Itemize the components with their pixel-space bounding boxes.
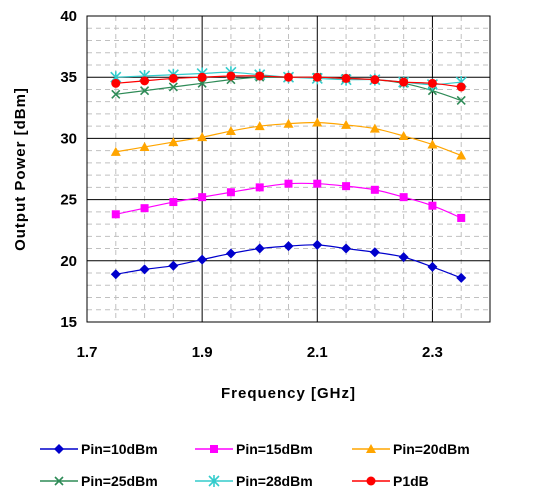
data-point (140, 204, 149, 213)
x-tick-label: 1.9 (192, 344, 213, 361)
data-point (168, 260, 179, 271)
legend-item: P1dB (352, 473, 429, 489)
legend-label: Pin=15dBm (236, 441, 313, 457)
legend-label: Pin=10dBm (81, 441, 158, 457)
data-point (254, 121, 265, 131)
legend-marker (210, 445, 218, 453)
y-axis-label: Output Power [dBm] (12, 87, 29, 251)
y-tick-label: 20 (60, 253, 77, 270)
y-tick-label: 40 (60, 8, 77, 25)
series-Pin=10dBm (110, 239, 467, 283)
data-point (140, 86, 150, 96)
data-point (139, 141, 150, 151)
data-point (226, 71, 236, 81)
x-tick-label: 2.1 (307, 344, 328, 361)
legend-label: Pin=20dBm (393, 441, 470, 457)
data-point (457, 213, 466, 222)
data-point (140, 76, 150, 86)
legend-item: Pin=15dBm (195, 441, 313, 457)
data-point (312, 72, 322, 82)
data-point (427, 261, 438, 272)
data-point (369, 247, 380, 258)
data-point (312, 239, 323, 250)
data-point (342, 182, 351, 191)
data-point (198, 193, 207, 202)
data-point (341, 243, 352, 254)
y-tick-label: 35 (60, 69, 77, 86)
x-tick-label: 1.7 (77, 344, 98, 361)
data-point (255, 71, 265, 81)
data-point (111, 89, 121, 99)
y-tick-label: 25 (60, 192, 77, 209)
legend-item: Pin=25dBm (40, 473, 158, 489)
x-tick-label: 2.3 (422, 344, 443, 361)
data-point (197, 72, 207, 82)
legend-label: P1dB (393, 473, 429, 489)
legend-marker (208, 475, 220, 487)
data-point (313, 179, 322, 188)
data-point (456, 150, 467, 160)
data-series (110, 66, 467, 283)
data-point (399, 193, 408, 202)
data-point (255, 183, 264, 192)
data-point (225, 126, 236, 136)
legend-marker (54, 444, 64, 454)
data-point (168, 73, 178, 83)
plot-frame (86, 15, 491, 323)
data-point (399, 77, 409, 87)
data-point (283, 241, 294, 252)
data-point (226, 188, 235, 197)
data-point (370, 185, 379, 194)
y-tick-label: 30 (60, 130, 77, 147)
data-point (283, 118, 294, 128)
data-point (110, 269, 121, 280)
legend-item: Pin=20dBm (352, 441, 470, 457)
data-point (225, 248, 236, 259)
legend-marker (366, 444, 376, 453)
data-point (254, 243, 265, 254)
data-point (169, 198, 178, 207)
data-point (427, 139, 438, 149)
legend: Pin=10dBm Pin=15dBm Pin=20dBm Pin=25dBm Pin=… (40, 441, 470, 489)
data-point (168, 82, 178, 92)
series-Pin=15dBm (111, 179, 466, 222)
legend-item: Pin=28dBm (195, 473, 313, 489)
data-point (427, 78, 437, 88)
data-point (341, 119, 352, 129)
legend-marker (54, 476, 64, 486)
data-point (428, 201, 437, 210)
data-point (110, 146, 121, 156)
series-Pin=20dBm (110, 117, 467, 160)
data-point (456, 82, 466, 92)
y-tick-label: 15 (60, 314, 77, 331)
series-P1dB (111, 71, 466, 92)
legend-label: Pin=28dBm (236, 473, 313, 489)
data-point (398, 130, 409, 140)
grid-lines (87, 16, 490, 322)
data-point (284, 179, 293, 188)
data-point (456, 95, 466, 106)
x-tick-labels: 1.7 1.9 2.1 2.3 (77, 344, 443, 361)
data-point (370, 75, 380, 85)
data-point (111, 210, 120, 219)
legend-marker (366, 476, 376, 486)
legend-label: Pin=25dBm (81, 473, 158, 489)
data-point (398, 252, 409, 263)
data-point (139, 264, 150, 275)
legend-item: Pin=10dBm (40, 441, 158, 457)
y-tick-labels: 15 20 25 30 35 40 (60, 8, 77, 331)
data-point (197, 132, 208, 142)
data-point (341, 73, 351, 83)
data-point (168, 137, 179, 147)
data-point (369, 123, 380, 133)
data-point (456, 272, 467, 283)
data-point (312, 117, 323, 127)
x-axis-label: Frequency [GHz] (221, 385, 356, 402)
data-point (197, 254, 208, 265)
data-point (111, 78, 121, 88)
data-point (284, 72, 293, 82)
